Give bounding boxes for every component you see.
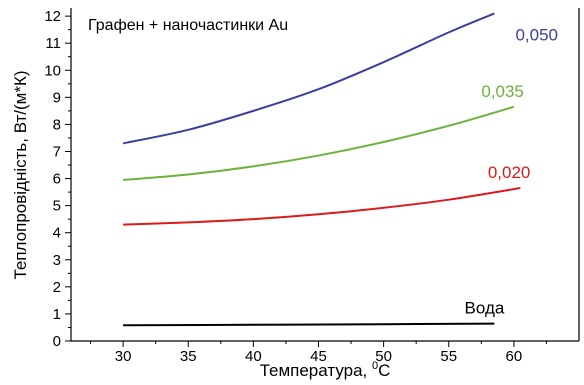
y-tick-label: 12	[44, 8, 61, 25]
y-tick-label: 4	[53, 225, 61, 242]
x-tick-label: 50	[375, 348, 392, 365]
x-tick-label: 35	[180, 348, 197, 365]
series-label-0: 0,050	[515, 25, 558, 44]
series-label-2: 0,020	[488, 163, 531, 182]
y-tick-label: 7	[53, 143, 61, 160]
x-tick-label: 30	[115, 348, 132, 365]
series-line-1	[123, 105, 515, 181]
series-lines	[122, 12, 521, 327]
series-labels: 0,050 0,035 0,020 Вода	[465, 25, 558, 317]
y-tick-label: 1	[53, 306, 61, 323]
x-tick-label: 60	[506, 348, 523, 365]
x-tick-label: 40	[245, 348, 262, 365]
series-line-3	[123, 322, 495, 327]
series-label-3: Вода	[465, 299, 505, 318]
x-tick-label: 55	[440, 348, 457, 365]
series-line-2	[123, 187, 521, 226]
y-tick-label: 6	[53, 171, 61, 188]
y-tick-label: 10	[44, 62, 61, 79]
y-tick-label: 8	[53, 116, 61, 133]
x-axis-label-unit: C	[378, 361, 390, 380]
y-tick-label: 3	[53, 252, 61, 269]
series-line-0	[122, 12, 495, 145]
x-axis-label-text: Температура,	[260, 361, 372, 380]
y-tick-label: 9	[53, 89, 61, 106]
x-axis-label-degree: 0	[372, 360, 378, 372]
y-tick-label: 11	[45, 35, 61, 52]
y-tick-label: 5	[53, 198, 61, 215]
y-axis-label: Теплопровідність, Вт/(м*К)	[11, 70, 30, 279]
y-tick-label: 2	[53, 279, 61, 296]
x-axis-label: Температура, 0C	[260, 360, 391, 380]
chart-annotation: Графен + наночастинки Au	[88, 17, 288, 34]
y-tick-label: 0	[53, 333, 61, 350]
x-tick-label: 45	[310, 348, 327, 365]
series-label-1: 0,035	[481, 82, 524, 101]
